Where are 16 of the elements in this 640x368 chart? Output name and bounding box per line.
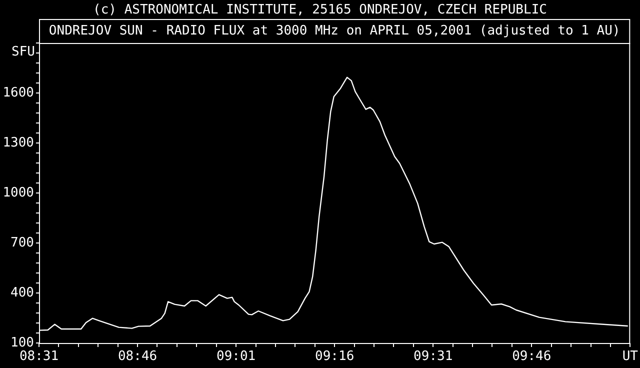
- y-tick-label: 1600: [2, 85, 34, 100]
- x-tick-label: 08:46: [118, 349, 158, 364]
- x-tick-label: UT: [622, 349, 638, 364]
- x-tick-label: 09:16: [315, 349, 354, 364]
- x-tick-label: 08:31: [19, 349, 59, 364]
- y-tick-label: 100: [10, 335, 34, 350]
- x-tick-label: 09:31: [414, 349, 453, 364]
- chart-subtitle: ONDREJOV SUN - RADIO FLUX at 3000 MHz on APRIL 05,2001 (adjusted to 1 AU): [48, 23, 620, 38]
- y-tick-label: 1000: [2, 185, 34, 200]
- y-tick-label: 1300: [2, 135, 34, 150]
- y-axis-title: SFU: [12, 44, 35, 60]
- chart-title: (c) ASTRONOMICAL INSTITUTE, 25165 ONDREJOV, CZECH REPUBLIC: [93, 2, 547, 18]
- y-tick-label: 700: [10, 235, 34, 250]
- y-tick-label: 400: [10, 285, 34, 300]
- x-tick-label: 09:01: [216, 349, 256, 364]
- x-tick-label: 09:46: [512, 349, 552, 364]
